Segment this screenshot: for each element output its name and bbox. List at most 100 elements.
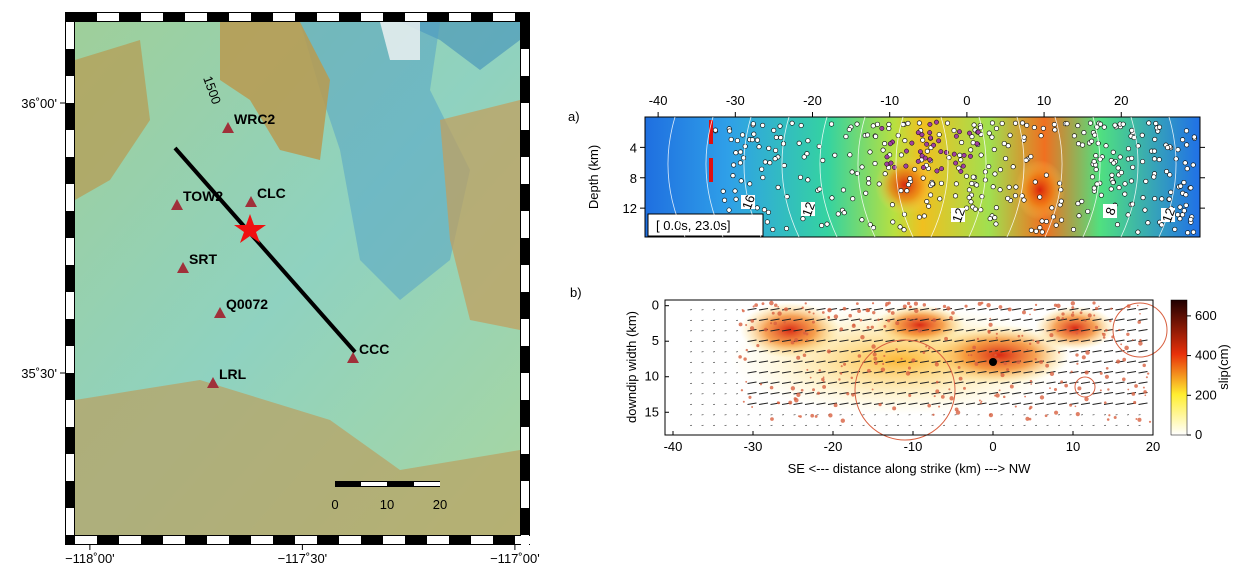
frame-segment (185, 13, 207, 21)
aftershock (1126, 333, 1129, 336)
aftershock (1049, 333, 1053, 337)
event-dot (817, 187, 821, 191)
panel-label: a) (568, 109, 580, 124)
aftershock (770, 322, 772, 324)
aftershock (760, 383, 762, 385)
aftershock (1082, 355, 1086, 359)
event-dot (1185, 166, 1189, 170)
event-dot (1182, 180, 1186, 184)
aftershock (1008, 307, 1012, 311)
aftershock (910, 306, 912, 308)
event-dot (968, 154, 972, 158)
aftershock (883, 355, 885, 357)
event-dot (891, 220, 895, 224)
event-dot (860, 218, 864, 222)
event-dot (776, 185, 780, 189)
frame-segment (521, 211, 529, 238)
hot-spot (1015, 160, 1065, 220)
aftershock (1116, 359, 1120, 363)
aftershock (851, 393, 854, 396)
aftershock (932, 414, 934, 416)
event-dot (935, 169, 939, 173)
aftershock (996, 337, 998, 339)
event-dot (740, 133, 744, 137)
aftershock (867, 326, 870, 329)
event-dot (729, 137, 733, 141)
aftershock (872, 311, 875, 314)
frame-segment (66, 184, 74, 211)
frame-segment (471, 536, 493, 544)
aftershock (1076, 332, 1079, 335)
event-dot (927, 130, 931, 134)
frame-segment (66, 22, 74, 49)
aftershock (745, 381, 747, 383)
event-dot (773, 148, 777, 152)
event-dot (967, 195, 971, 199)
event-dot (887, 126, 891, 130)
event-dot (964, 206, 968, 210)
event-dot (908, 176, 912, 180)
event-dot (925, 149, 929, 153)
event-dot (1094, 153, 1098, 157)
event-dot (1176, 147, 1180, 151)
aftershock (796, 356, 800, 360)
event-dot (1123, 192, 1127, 196)
event-dot (973, 207, 977, 211)
frame-segment (66, 292, 74, 319)
event-dot (731, 173, 735, 177)
aftershock (858, 354, 862, 358)
event-dot (1180, 213, 1184, 217)
event-dot (1191, 163, 1195, 167)
event-dot (1189, 186, 1193, 190)
aftershock (903, 304, 907, 308)
y-tick-label: 12 (623, 201, 637, 216)
event-dot (727, 208, 731, 212)
frame-segment (427, 536, 449, 544)
y-tick-label: 4 (630, 140, 637, 155)
aftershock (956, 410, 961, 415)
event-dot (1184, 193, 1188, 197)
time-window: [ 0.0s, 23.0s] (656, 218, 730, 233)
aftershock (935, 362, 939, 366)
aftershock (769, 301, 774, 306)
event-dot (851, 197, 855, 201)
event-dot (797, 141, 801, 145)
aftershock (914, 309, 918, 313)
event-dot (954, 134, 958, 138)
event-dot (1168, 173, 1172, 177)
aftershock (1015, 405, 1017, 407)
aftershock (822, 385, 826, 389)
aftershock (872, 389, 874, 391)
event-dot (910, 141, 914, 145)
event-dot (1038, 225, 1042, 229)
aftershock (794, 398, 798, 402)
aftershock (772, 312, 775, 315)
event-dot (1119, 170, 1123, 174)
aftershock (1077, 386, 1081, 390)
aftershock (839, 327, 843, 331)
y-tick-label: 15 (645, 404, 659, 419)
event-dot (1173, 227, 1177, 231)
frame-segment (97, 13, 119, 21)
panel-label: b) (570, 285, 582, 300)
aftershock (908, 394, 911, 397)
aftershock (892, 406, 896, 410)
aftershock (1085, 371, 1089, 375)
event-dot (790, 121, 794, 125)
event-dot (1109, 187, 1113, 191)
event-dot (844, 134, 848, 138)
aftershock (805, 302, 807, 304)
station-label: CCC (359, 341, 389, 357)
aftershock (1138, 341, 1142, 345)
colorbar-tick-label: 400 (1195, 348, 1217, 363)
event-dot (1154, 121, 1158, 125)
aftershock (1075, 405, 1077, 407)
frame-segment (317, 13, 339, 21)
event-dot (734, 197, 738, 201)
frame-segment (339, 536, 361, 544)
event-dot (885, 162, 889, 166)
map: 1500 WRC2TOW2CLCSRTQ0072CCCLRL 01020 (60, 12, 559, 562)
aftershock (951, 319, 953, 321)
x-axis-label: SE <--- distance along strike (km) ---> … (788, 461, 1031, 476)
event-dot (759, 167, 763, 171)
